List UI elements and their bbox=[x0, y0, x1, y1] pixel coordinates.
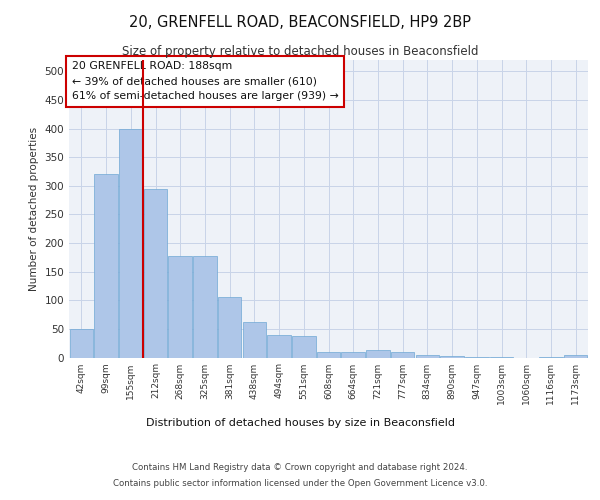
Text: Contains public sector information licensed under the Open Government Licence v3: Contains public sector information licen… bbox=[113, 478, 487, 488]
Text: Distribution of detached houses by size in Beaconsfield: Distribution of detached houses by size … bbox=[146, 418, 455, 428]
Bar bbox=[317, 352, 340, 358]
Bar bbox=[341, 352, 365, 358]
Bar bbox=[539, 357, 563, 358]
Bar bbox=[169, 256, 192, 358]
Bar bbox=[268, 334, 291, 357]
Bar bbox=[218, 298, 241, 358]
Bar bbox=[416, 354, 439, 358]
Bar bbox=[242, 322, 266, 358]
Bar bbox=[465, 357, 488, 358]
Text: 20 GRENFELL ROAD: 188sqm
← 39% of detached houses are smaller (610)
61% of semi-: 20 GRENFELL ROAD: 188sqm ← 39% of detach… bbox=[71, 62, 338, 101]
Bar bbox=[94, 174, 118, 358]
Bar bbox=[144, 188, 167, 358]
Text: Contains HM Land Registry data © Crown copyright and database right 2024.: Contains HM Land Registry data © Crown c… bbox=[132, 464, 468, 472]
Y-axis label: Number of detached properties: Number of detached properties bbox=[29, 126, 39, 291]
Bar bbox=[70, 329, 93, 358]
Bar bbox=[391, 352, 415, 358]
Bar bbox=[564, 354, 587, 358]
Text: Size of property relative to detached houses in Beaconsfield: Size of property relative to detached ho… bbox=[122, 45, 478, 58]
Bar bbox=[440, 356, 464, 358]
Bar bbox=[490, 357, 513, 358]
Bar bbox=[292, 336, 316, 357]
Text: 20, GRENFELL ROAD, BEACONSFIELD, HP9 2BP: 20, GRENFELL ROAD, BEACONSFIELD, HP9 2BP bbox=[129, 15, 471, 30]
Bar bbox=[366, 350, 389, 358]
Bar bbox=[119, 128, 143, 358]
Bar bbox=[193, 256, 217, 358]
